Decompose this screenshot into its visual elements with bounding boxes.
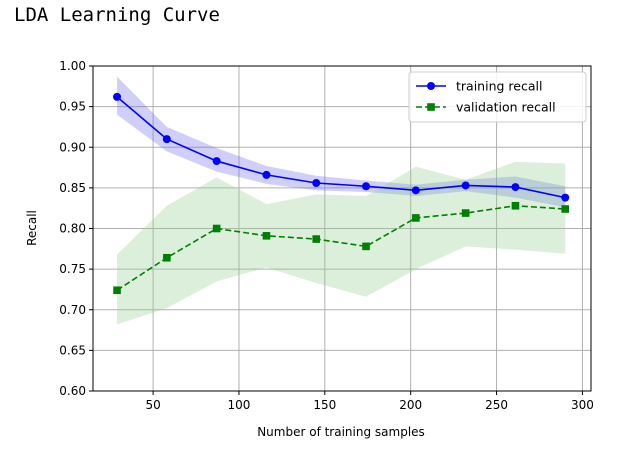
y-tick-label: 0.95	[59, 100, 86, 114]
y-tick-label: 0.70	[59, 303, 86, 317]
validation-recall-point	[461, 209, 470, 217]
x-tick-label: 200	[399, 398, 422, 412]
legend-box	[408, 71, 587, 123]
training-legend-marker	[427, 82, 435, 90]
training-recall-point	[212, 157, 221, 166]
training-recall-point	[561, 193, 570, 202]
training-recall-band	[117, 76, 566, 208]
training-recall-point	[113, 92, 122, 101]
validation-recall-band	[117, 161, 566, 325]
y-tick-label: 0.85	[59, 181, 86, 195]
y-tick-label: 0.60	[59, 384, 86, 398]
validation-recall-point	[561, 205, 570, 213]
training-recall-point	[262, 170, 271, 179]
validation-recall-point	[262, 232, 271, 240]
x-axis-label: Number of training samples	[257, 425, 425, 439]
series-markers	[113, 92, 570, 295]
axis-ticks: 50 100 150 200 250 300 0.60 0.65 0.70 0.75 0.80 0.8…	[59, 59, 594, 412]
x-tick-label: 300	[571, 398, 594, 412]
training-recall-point	[411, 186, 420, 195]
training-recall-line	[116, 96, 566, 199]
y-tick-label: 1.00	[59, 59, 86, 73]
validation-legend-label: validation recall	[456, 100, 556, 115]
validation-legend-marker	[427, 103, 435, 111]
training-recall-point	[312, 179, 321, 187]
training-legend-label: training recall	[456, 79, 542, 94]
training-recall-point	[461, 181, 470, 190]
validation-recall-line	[116, 204, 566, 291]
x-tick-label: 100	[228, 398, 251, 412]
training-recall-point	[162, 135, 171, 144]
validation-recall-point	[412, 214, 420, 222]
training-recall-point	[511, 183, 520, 192]
series-lines	[116, 96, 566, 291]
training-recall-point	[362, 182, 371, 191]
validation-recall-point	[163, 253, 171, 262]
validation-recall-point	[212, 224, 221, 233]
validation-recall-point	[113, 286, 121, 295]
page-title: LDA Learning Curve	[14, 4, 220, 26]
validation-recall-point	[312, 235, 321, 243]
validation-recall-point	[362, 242, 370, 251]
legend: training recall validation recall	[408, 71, 587, 123]
y-tick-label: 0.65	[59, 343, 86, 357]
x-tick-label: 150	[313, 398, 336, 412]
y-axis-label: Recall	[25, 210, 39, 246]
x-tick-label: 250	[485, 398, 508, 412]
confidence-bands	[117, 76, 566, 325]
y-tick-label: 0.75	[59, 262, 86, 276]
y-tick-label: 0.80	[59, 222, 86, 236]
x-tick-label: 50	[145, 398, 160, 412]
validation-recall-point	[511, 201, 520, 210]
y-tick-label: 0.90	[59, 140, 86, 154]
